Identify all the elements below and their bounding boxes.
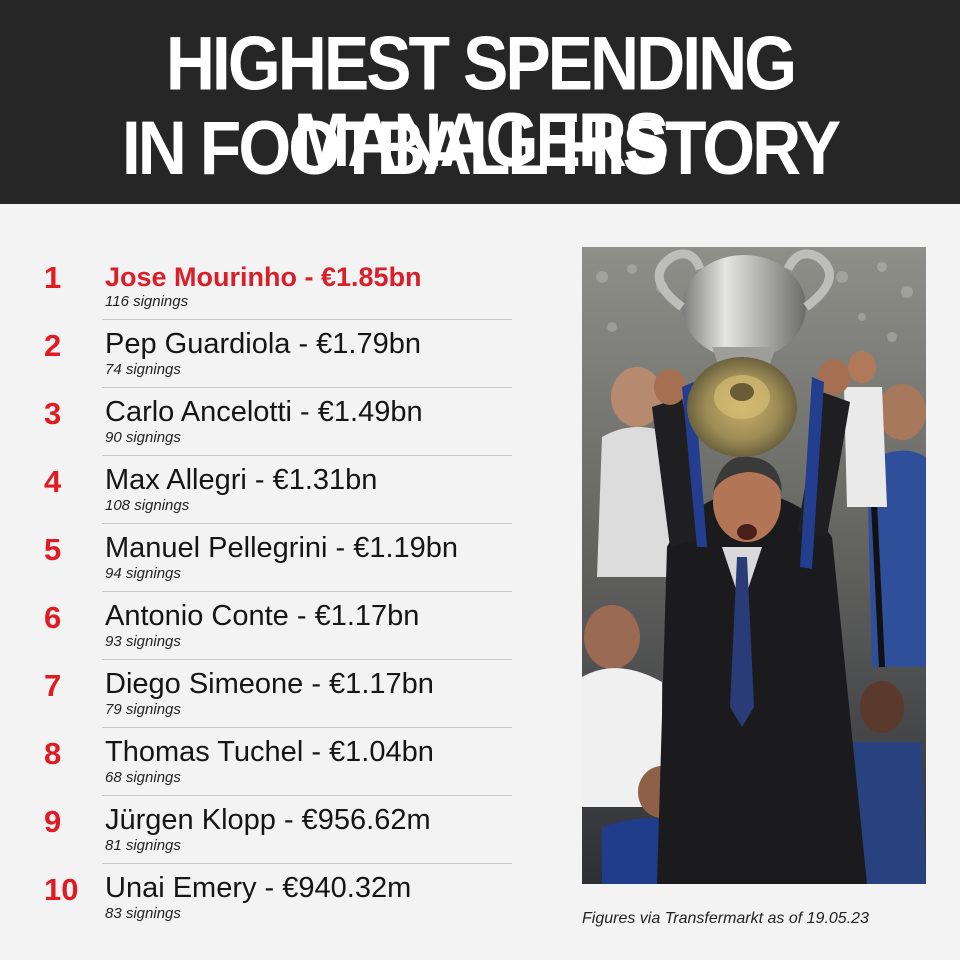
manager-spend: Thomas Tuchel - €1.04bn bbox=[105, 736, 434, 768]
ranking-row: 1 Jose Mourinho - €1.85bn 116 signings bbox=[44, 252, 512, 320]
signings-count: 68 signings bbox=[105, 769, 181, 786]
row-divider bbox=[102, 455, 512, 456]
ranking-row: 3 Carlo Ancelotti - €1.49bn 90 signings bbox=[44, 388, 512, 456]
signings-count: 83 signings bbox=[105, 905, 181, 922]
signings-count: 108 signings bbox=[105, 497, 190, 514]
ranking-row: 7 Diego Simeone - €1.17bn 79 signings bbox=[44, 660, 512, 728]
manager-spend: Jürgen Klopp - €956.62m bbox=[105, 804, 431, 836]
row-divider bbox=[102, 863, 512, 864]
signings-count: 81 signings bbox=[105, 837, 181, 854]
manager-spend: Diego Simeone - €1.17bn bbox=[105, 668, 434, 700]
manager-spend: Pep Guardiola - €1.79bn bbox=[105, 328, 421, 360]
row-divider bbox=[102, 523, 512, 524]
source-credit: Figures via Transfermarkt as of 19.05.23 bbox=[582, 910, 869, 927]
row-divider bbox=[102, 591, 512, 592]
row-divider bbox=[102, 387, 512, 388]
ranking-row: 5 Manuel Pellegrini - €1.19bn 94 signing… bbox=[44, 524, 512, 592]
row-divider bbox=[102, 659, 512, 660]
rank-number: 6 bbox=[44, 600, 62, 635]
signings-count: 74 signings bbox=[105, 361, 181, 378]
header-banner: HIGHEST SPENDING MANAGERS IN FOOTBALL HI… bbox=[0, 0, 960, 204]
manager-spend: Jose Mourinho - €1.85bn bbox=[105, 262, 422, 292]
ranking-row: 2 Pep Guardiola - €1.79bn 74 signings bbox=[44, 320, 512, 388]
rank-number: 5 bbox=[44, 532, 62, 567]
row-divider bbox=[102, 795, 512, 796]
row-divider bbox=[102, 727, 512, 728]
title-line-2: IN FOOTBALL HISTORY bbox=[121, 105, 841, 191]
signings-count: 90 signings bbox=[105, 429, 181, 446]
rank-number: 9 bbox=[44, 804, 62, 839]
ranking-row: 6 Antonio Conte - €1.17bn 93 signings bbox=[44, 592, 512, 660]
rank-number: 3 bbox=[44, 396, 62, 431]
rank-number: 10 bbox=[44, 872, 79, 907]
signings-count: 116 signings bbox=[105, 293, 189, 310]
rank-number: 4 bbox=[44, 464, 62, 499]
ranking-row: 4 Max Allegri - €1.31bn 108 signings bbox=[44, 456, 512, 524]
row-divider bbox=[102, 319, 512, 320]
rank-number: 1 bbox=[44, 260, 62, 295]
ranking-row: 9 Jürgen Klopp - €956.62m 81 signings bbox=[44, 796, 512, 864]
rank-number: 2 bbox=[44, 328, 62, 363]
trophy-celebration-photo bbox=[582, 247, 926, 884]
manager-spend: Manuel Pellegrini - €1.19bn bbox=[105, 532, 459, 564]
ranking-row: 8 Thomas Tuchel - €1.04bn 68 signings bbox=[44, 728, 512, 796]
ranking-row: 10 Unai Emery - €940.32m 83 signings bbox=[44, 864, 512, 932]
rank-number: 8 bbox=[44, 736, 62, 771]
manager-spend: Max Allegri - €1.31bn bbox=[105, 464, 378, 496]
manager-spend: Unai Emery - €940.32m bbox=[105, 872, 412, 904]
title-line-1: HIGHEST SPENDING MANAGERS bbox=[165, 21, 797, 183]
manager-spend: Antonio Conte - €1.17bn bbox=[105, 600, 420, 632]
signings-count: 93 signings bbox=[105, 633, 181, 650]
signings-count: 79 signings bbox=[105, 701, 181, 718]
rank-number: 7 bbox=[44, 668, 62, 703]
signings-count: 94 signings bbox=[105, 565, 181, 582]
manager-spend: Carlo Ancelotti - €1.49bn bbox=[105, 396, 423, 428]
ranking-list: 1 Jose Mourinho - €1.85bn 116 signings 2… bbox=[44, 252, 512, 932]
